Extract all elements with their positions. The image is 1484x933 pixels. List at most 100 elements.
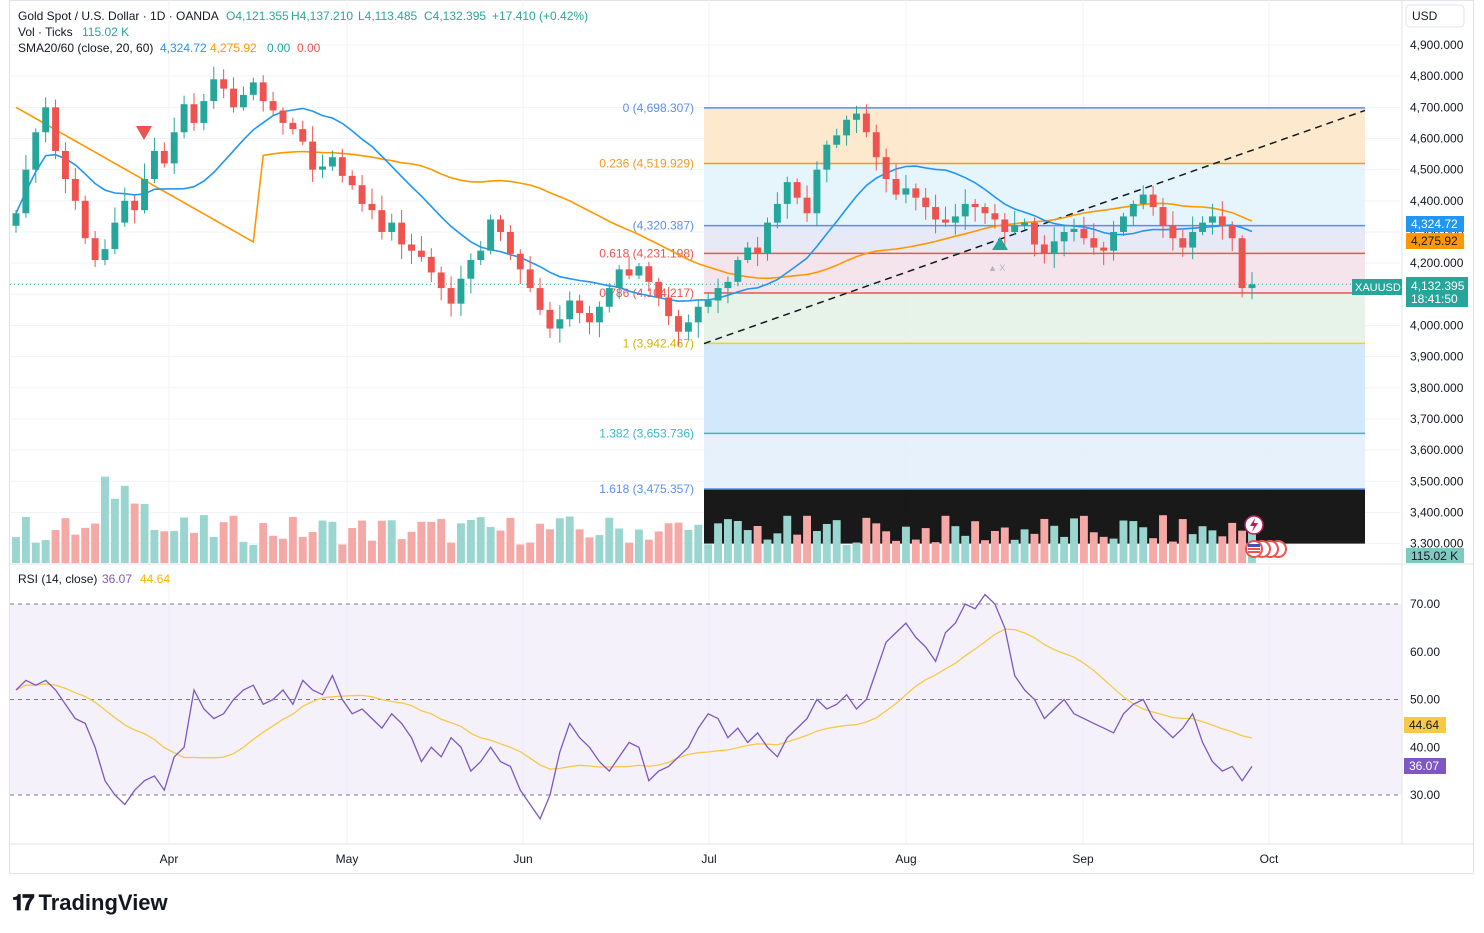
candle-body <box>1080 228 1088 239</box>
fib-level-label: 0.786 (4,104.217) <box>599 286 694 300</box>
candle-body <box>437 272 445 289</box>
svg-text:44.64: 44.64 <box>140 572 170 586</box>
candle-body <box>961 203 969 217</box>
fib-zone <box>704 433 1365 489</box>
candle-body <box>922 197 930 208</box>
candle-body <box>368 203 376 211</box>
volume-bar <box>486 526 495 563</box>
rsi-ma-line <box>15 628 1253 770</box>
candle-body <box>378 210 386 232</box>
candle-body <box>862 113 870 133</box>
rsi-tick-label: 50.00 <box>1410 693 1440 707</box>
candle-body <box>180 104 188 133</box>
candle-body <box>1031 222 1038 245</box>
volume-bar <box>812 531 821 563</box>
volume-bar <box>140 504 149 563</box>
us-economic-events-icon[interactable] <box>1245 540 1287 558</box>
volume-bar <box>1168 541 1177 563</box>
candle-body <box>526 269 534 289</box>
rsi-label[interactable]: RSI (14, close) <box>18 572 97 586</box>
volume-bar <box>516 544 525 563</box>
volume-bar <box>308 532 317 563</box>
candle-body <box>1119 216 1127 232</box>
fib-zone <box>704 107 1365 164</box>
volume-bar <box>130 503 139 563</box>
candle-body <box>744 247 752 261</box>
rsi-ma-badge <box>1404 717 1446 733</box>
svg-text:SMA20/60 (close, 20, 60): SMA20/60 (close, 20, 60) <box>18 41 153 55</box>
rsi-badge <box>1404 758 1446 774</box>
sma-fast-line <box>15 107 1253 303</box>
time-tick-label: Oct <box>1260 852 1279 866</box>
volume-bar <box>387 520 396 563</box>
price-tick-label: 3,700.000 <box>1410 412 1464 426</box>
volume-bar <box>654 531 663 563</box>
sma-fast-badge-text: 4,324.72 <box>1411 217 1458 231</box>
volume-bar <box>259 523 268 563</box>
fib-level-label: 0.618 (4,231.198) <box>599 246 694 260</box>
candle-body <box>447 288 455 304</box>
volume-bar <box>239 541 248 563</box>
volume-bar <box>160 531 169 563</box>
volume-value: 115.02 K <box>82 25 129 39</box>
volume-bar <box>1159 515 1167 563</box>
symbol-title[interactable]: Gold Spot / U.S. Dollar · 1D · OANDA <box>18 9 219 23</box>
fib-zone <box>704 292 1365 344</box>
flash-event-icon[interactable] <box>1244 515 1264 535</box>
price-tick-label: 3,900.000 <box>1410 350 1464 364</box>
volume-bar <box>81 527 90 563</box>
volume-bar <box>120 485 129 563</box>
candle-body <box>457 278 465 304</box>
candle-body <box>991 213 999 220</box>
price-tick-label: 4,800.000 <box>1410 69 1464 83</box>
volume-bar <box>545 529 554 563</box>
volume-bar <box>832 520 841 563</box>
currency-button[interactable] <box>1405 4 1465 28</box>
time-tick-label: Jun <box>513 852 532 866</box>
volume-bar <box>842 544 851 563</box>
volume-bar <box>476 517 485 563</box>
candle-body <box>843 119 851 136</box>
candle-body <box>150 150 158 179</box>
candle-body <box>1218 216 1226 226</box>
volume-bar <box>1139 527 1148 563</box>
tradingview-logo[interactable]: 𝟏𝟕 TradingView <box>12 890 168 916</box>
volume-bar <box>1099 536 1108 563</box>
rsi-pane <box>10 593 1402 821</box>
symbol-badge[interactable] <box>1352 279 1402 295</box>
volume-bar <box>368 540 376 563</box>
volume-bar <box>1198 526 1207 563</box>
volume-bar <box>911 539 920 563</box>
sell-signal-marker[interactable] <box>136 126 152 140</box>
candle-body <box>1199 222 1207 232</box>
volume-bar <box>625 542 634 563</box>
volume-bar <box>575 529 584 563</box>
candle-body <box>309 141 317 170</box>
sma-label[interactable]: SMA20/60 (close, 20, 60) <box>18 41 153 55</box>
svg-text:L4,113.485: L4,113.485 <box>358 9 417 23</box>
candle-body <box>210 79 218 102</box>
volume-bar <box>61 518 70 563</box>
volume-bar <box>694 524 703 563</box>
price-tick-label: 3,300.000 <box>1410 537 1464 551</box>
candle-body <box>467 260 475 279</box>
candle-body <box>269 101 277 111</box>
volume-bar <box>298 536 307 563</box>
candle-body <box>971 203 979 208</box>
volume-bar <box>555 518 564 563</box>
svg-text:0.00: 0.00 <box>267 41 291 55</box>
volume-bar <box>961 535 970 563</box>
candle-body <box>160 150 168 164</box>
volume-bar <box>41 540 50 563</box>
candle-body <box>1169 225 1177 239</box>
buy-signal-marker[interactable] <box>992 237 1008 250</box>
volume-label[interactable]: Vol · Ticks <box>18 25 73 39</box>
volume-bars <box>12 476 1256 563</box>
candle-body <box>595 306 603 323</box>
volume-bar <box>921 528 930 563</box>
candle-body <box>506 231 514 254</box>
candle-body <box>823 144 831 170</box>
tradingview-logo-icon: 𝟏𝟕 <box>12 890 35 915</box>
candle-body <box>1011 225 1019 232</box>
